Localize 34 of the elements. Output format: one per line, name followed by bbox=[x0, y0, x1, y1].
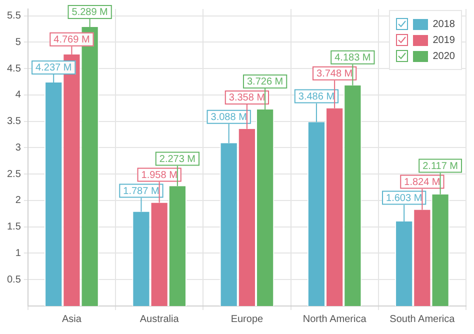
y-tick-label: 0.5 bbox=[6, 274, 22, 286]
data-label: 2.117 M bbox=[422, 161, 458, 172]
x-tick-label: Europe bbox=[230, 314, 264, 325]
x-tick-label: Australia bbox=[140, 314, 180, 325]
y-tick-label: 3 bbox=[15, 142, 22, 154]
data-label: 1.958 M bbox=[141, 170, 178, 181]
data-label: 1.824 M bbox=[404, 177, 440, 188]
y-tick-label: 4.5 bbox=[6, 63, 22, 74]
y-tick-label: 2.5 bbox=[6, 168, 22, 180]
data-label: 3.358 M bbox=[228, 92, 266, 104]
data-label: 3.486 M bbox=[298, 92, 335, 103]
data-label: 4.769 M bbox=[54, 34, 90, 46]
y-tick-label: 1.5 bbox=[6, 222, 22, 233]
data-label: 1.787 M bbox=[123, 186, 160, 197]
data-label: 3.726 M bbox=[246, 76, 284, 88]
y-tick-label: 1 bbox=[15, 248, 22, 259]
legend-label: 2020 bbox=[432, 50, 455, 62]
x-tick-label: Asia bbox=[62, 314, 82, 325]
x-tick-label: North America bbox=[302, 314, 367, 325]
y-tick-label: 5 bbox=[15, 36, 22, 48]
x-tick-label: South America bbox=[390, 314, 456, 325]
data-label: 5.289 M bbox=[72, 7, 108, 18]
data-label: 4.237 M bbox=[36, 62, 72, 74]
data-label: 4.183 M bbox=[334, 52, 371, 64]
data-label: 3.088 M bbox=[210, 112, 247, 124]
y-tick-label: 4 bbox=[15, 90, 22, 101]
data-label: 3.748 M bbox=[316, 68, 353, 80]
legend-label: 2019 bbox=[432, 34, 455, 46]
y-tick-label: 2 bbox=[15, 195, 22, 206]
data-label: 2.273 M bbox=[159, 154, 196, 165]
y-tick-label: 5.5 bbox=[6, 10, 22, 22]
y-tick-label: 3.5 bbox=[6, 116, 22, 128]
legend-label: 2018 bbox=[432, 18, 455, 30]
data-label: 1.603 M bbox=[386, 193, 422, 204]
